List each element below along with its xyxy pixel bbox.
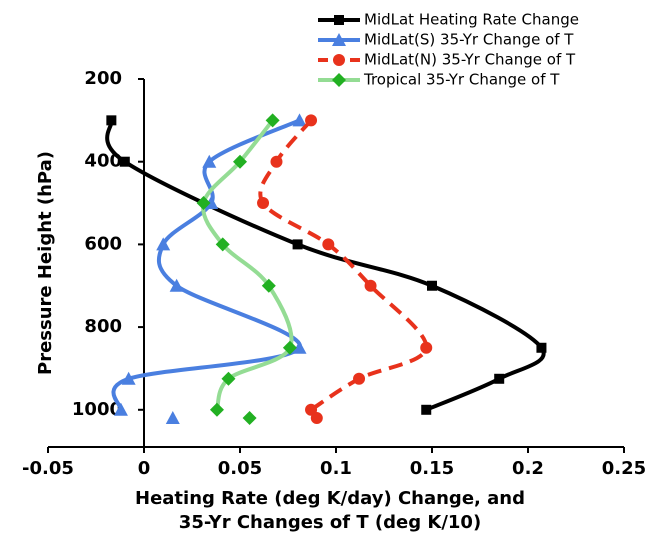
- marker: [282, 340, 297, 355]
- marker: [292, 340, 307, 354]
- legend-item: MidLat Heating Rate Change: [318, 11, 579, 29]
- marker: [202, 154, 217, 168]
- marker: [364, 279, 377, 292]
- legend-item: MidLat(N) 35-Yr Change of T: [318, 51, 576, 69]
- marker: [310, 412, 323, 425]
- marker: [536, 342, 547, 353]
- marker: [334, 15, 344, 25]
- x-tick-label: 0.2: [512, 458, 544, 479]
- marker: [156, 237, 171, 251]
- y-tick-label: 400: [84, 151, 122, 172]
- marker: [215, 237, 230, 252]
- y-tick-label: 200: [84, 68, 122, 89]
- x-tick-label: 0.1: [320, 458, 352, 479]
- y-tick-label: 600: [84, 233, 122, 254]
- marker: [332, 33, 346, 46]
- x-axis-label: 35-Yr Changes of T (deg K/10): [179, 512, 481, 533]
- marker: [106, 115, 117, 126]
- marker: [165, 411, 180, 425]
- marker: [119, 156, 130, 167]
- marker: [353, 372, 366, 385]
- legend-label: MidLat(N) 35-Yr Change of T: [364, 51, 576, 69]
- x-axis-label: Heating Rate (deg K/day) Change, and: [135, 488, 525, 509]
- marker: [265, 113, 280, 128]
- marker: [420, 341, 433, 354]
- marker: [169, 278, 184, 292]
- marker: [209, 402, 224, 417]
- marker: [196, 196, 211, 211]
- x-tick-label: 0.15: [410, 458, 454, 479]
- marker: [494, 373, 505, 384]
- marker: [333, 54, 345, 66]
- legend-item: Tropical 35-Yr Change of T: [318, 71, 560, 89]
- marker: [292, 113, 307, 127]
- marker: [305, 114, 318, 127]
- marker: [322, 238, 335, 251]
- legend-label: Tropical 35-Yr Change of T: [363, 71, 560, 89]
- marker: [113, 402, 128, 416]
- legend-item: MidLat(S) 35-Yr Change of T: [318, 31, 574, 49]
- marker: [427, 280, 437, 291]
- marker: [221, 371, 236, 386]
- y-tick-label: 800: [84, 316, 122, 337]
- series-line: [105, 119, 546, 412]
- marker: [233, 154, 247, 169]
- marker: [261, 278, 276, 293]
- y-axis-label: Pressure Height (hPa): [35, 151, 56, 375]
- legend-label: MidLat Heating Rate Change: [364, 11, 579, 29]
- marker: [292, 239, 303, 250]
- series-line: [258, 119, 429, 412]
- legend-label: MidLat(S) 35-Yr Change of T: [364, 31, 574, 49]
- series-line: [201, 119, 294, 411]
- marker: [121, 371, 136, 385]
- marker: [270, 155, 283, 168]
- marker: [421, 404, 432, 415]
- marker: [257, 197, 270, 210]
- x-tick-label: 0.25: [602, 458, 646, 479]
- y-tick-label: 1000: [72, 399, 122, 420]
- x-tick-label: 0: [138, 458, 151, 479]
- x-tick-label: -0.05: [22, 458, 74, 479]
- marker: [242, 411, 257, 426]
- marker: [332, 73, 346, 87]
- x-tick-label: 0.05: [218, 458, 262, 479]
